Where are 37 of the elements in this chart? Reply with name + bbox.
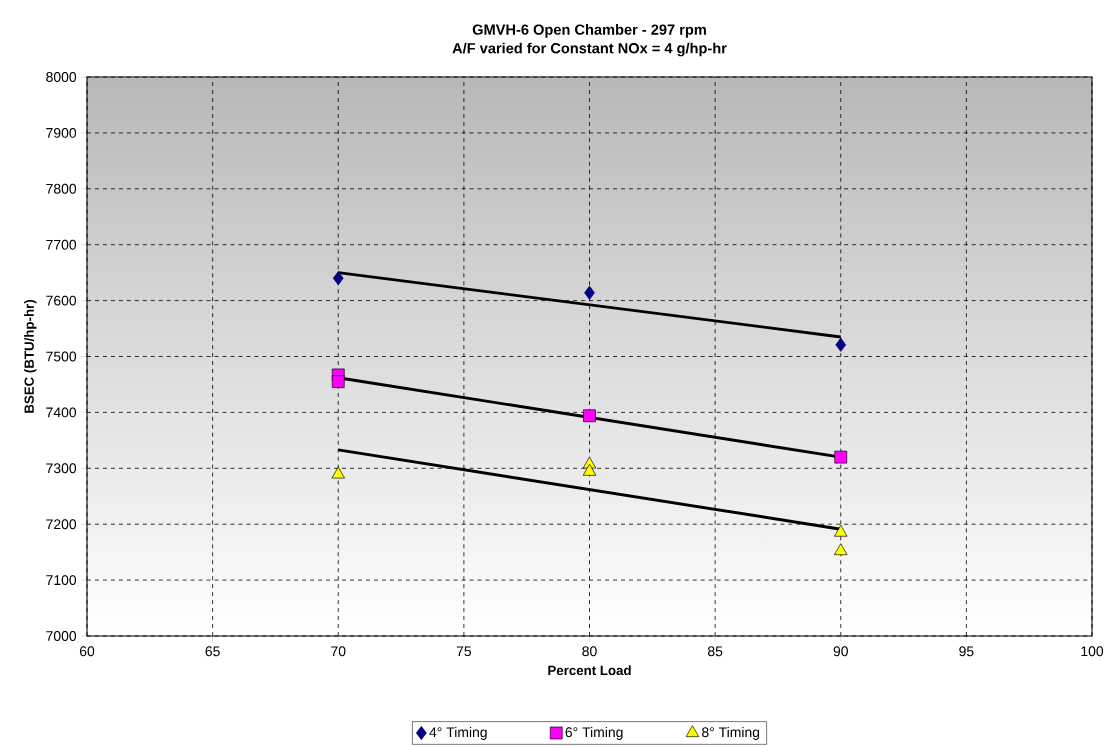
y-tick-label: 7500 bbox=[46, 351, 77, 362]
point bbox=[834, 450, 848, 464]
y-tick-label: 7700 bbox=[46, 239, 77, 250]
x-tick-label: 100 bbox=[1081, 646, 1104, 657]
y-tick-label: 7100 bbox=[46, 575, 77, 586]
y-tick-label: 7800 bbox=[46, 183, 77, 194]
x-tick-label: 75 bbox=[456, 646, 472, 657]
point bbox=[835, 337, 847, 352]
x-tick-label: 90 bbox=[833, 646, 848, 657]
y-tick-label: 7400 bbox=[46, 407, 77, 418]
y-tick-label: 7900 bbox=[46, 127, 77, 138]
y-axis-title: BSEC (BTU/hp-hr) bbox=[24, 299, 37, 413]
y-tick-label: 7600 bbox=[46, 295, 77, 306]
x-tick-label: 80 bbox=[582, 646, 597, 657]
chart-subtitle: A/F varied for Constant NOx = 4 g/hp-hr bbox=[452, 42, 727, 57]
point bbox=[582, 463, 597, 476]
legend-label: 8° Timing bbox=[702, 726, 760, 740]
legend-label: 4° Timing bbox=[429, 726, 487, 740]
y-tick-label: 7000 bbox=[46, 631, 77, 641]
point bbox=[583, 409, 596, 423]
point bbox=[584, 285, 595, 300]
x-tick-label: 85 bbox=[707, 646, 723, 657]
point bbox=[834, 543, 848, 556]
x-tick-label: 65 bbox=[205, 646, 220, 657]
chart-title: GMVH-6 Open Chamber - 297 rpm bbox=[472, 24, 706, 38]
y-tick-label: 7200 bbox=[46, 519, 77, 530]
legend-label: 6° Timing bbox=[565, 726, 623, 740]
point bbox=[332, 271, 344, 286]
x-tick-label: 60 bbox=[79, 646, 95, 657]
point bbox=[834, 524, 848, 537]
point bbox=[331, 375, 345, 388]
point bbox=[331, 466, 345, 479]
x-axis-title: Percent Load bbox=[548, 665, 631, 676]
y-tick-label: 8000 bbox=[46, 72, 77, 82]
y-tick-label: 7300 bbox=[46, 463, 77, 474]
x-tick-label: 70 bbox=[331, 646, 346, 657]
x-tick-label: 95 bbox=[959, 646, 974, 657]
